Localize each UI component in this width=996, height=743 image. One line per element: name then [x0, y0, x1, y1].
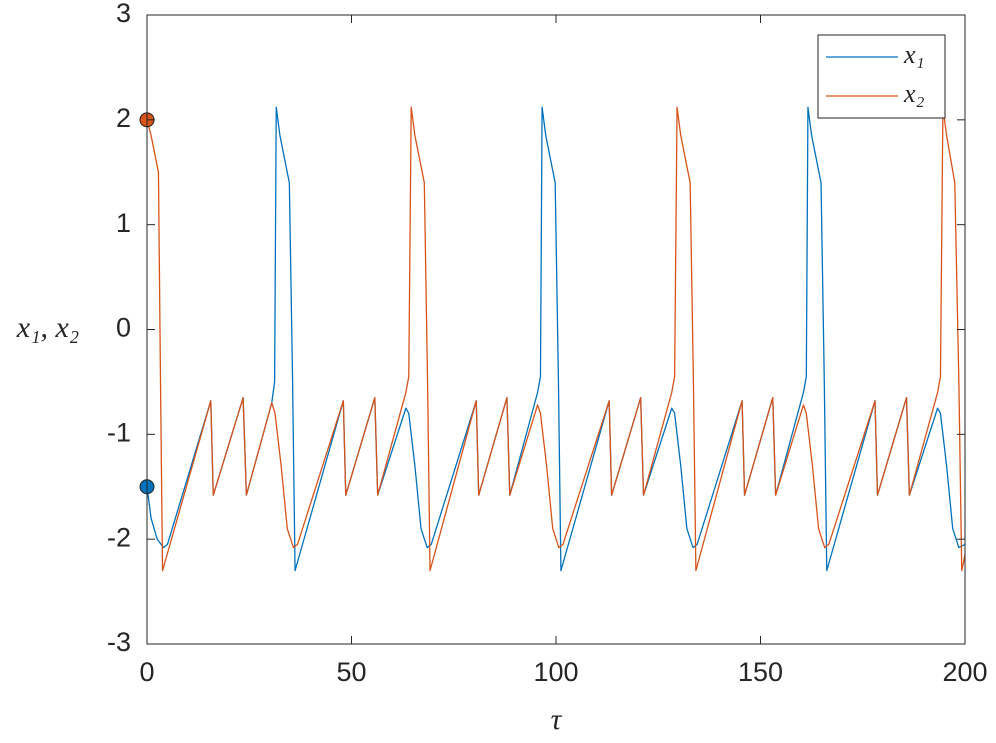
y-tick-label: 0	[116, 313, 131, 343]
series-line	[146, 106, 966, 572]
x-tick-label: 0	[139, 657, 154, 687]
legend-label: x₁	[903, 40, 925, 69]
y-tick-label: 2	[116, 103, 131, 133]
series-line	[146, 106, 966, 572]
legend-label: x₂	[903, 79, 925, 108]
x-tick-label: 200	[942, 657, 987, 687]
y-axis-label: x₁, x₂	[16, 311, 80, 344]
y-tick-label: 1	[116, 208, 131, 238]
legend-box	[817, 34, 946, 119]
y-tick-label: -3	[107, 627, 131, 657]
x-tick-label: 150	[738, 657, 783, 687]
x-axis-label: τ	[551, 703, 563, 736]
x-tick-label: 100	[533, 657, 578, 687]
y-tick-label: 3	[116, 0, 131, 28]
x-tick-label: 50	[336, 657, 366, 687]
y-tick-label: -2	[107, 522, 131, 552]
y-tick-label: -1	[107, 417, 131, 447]
